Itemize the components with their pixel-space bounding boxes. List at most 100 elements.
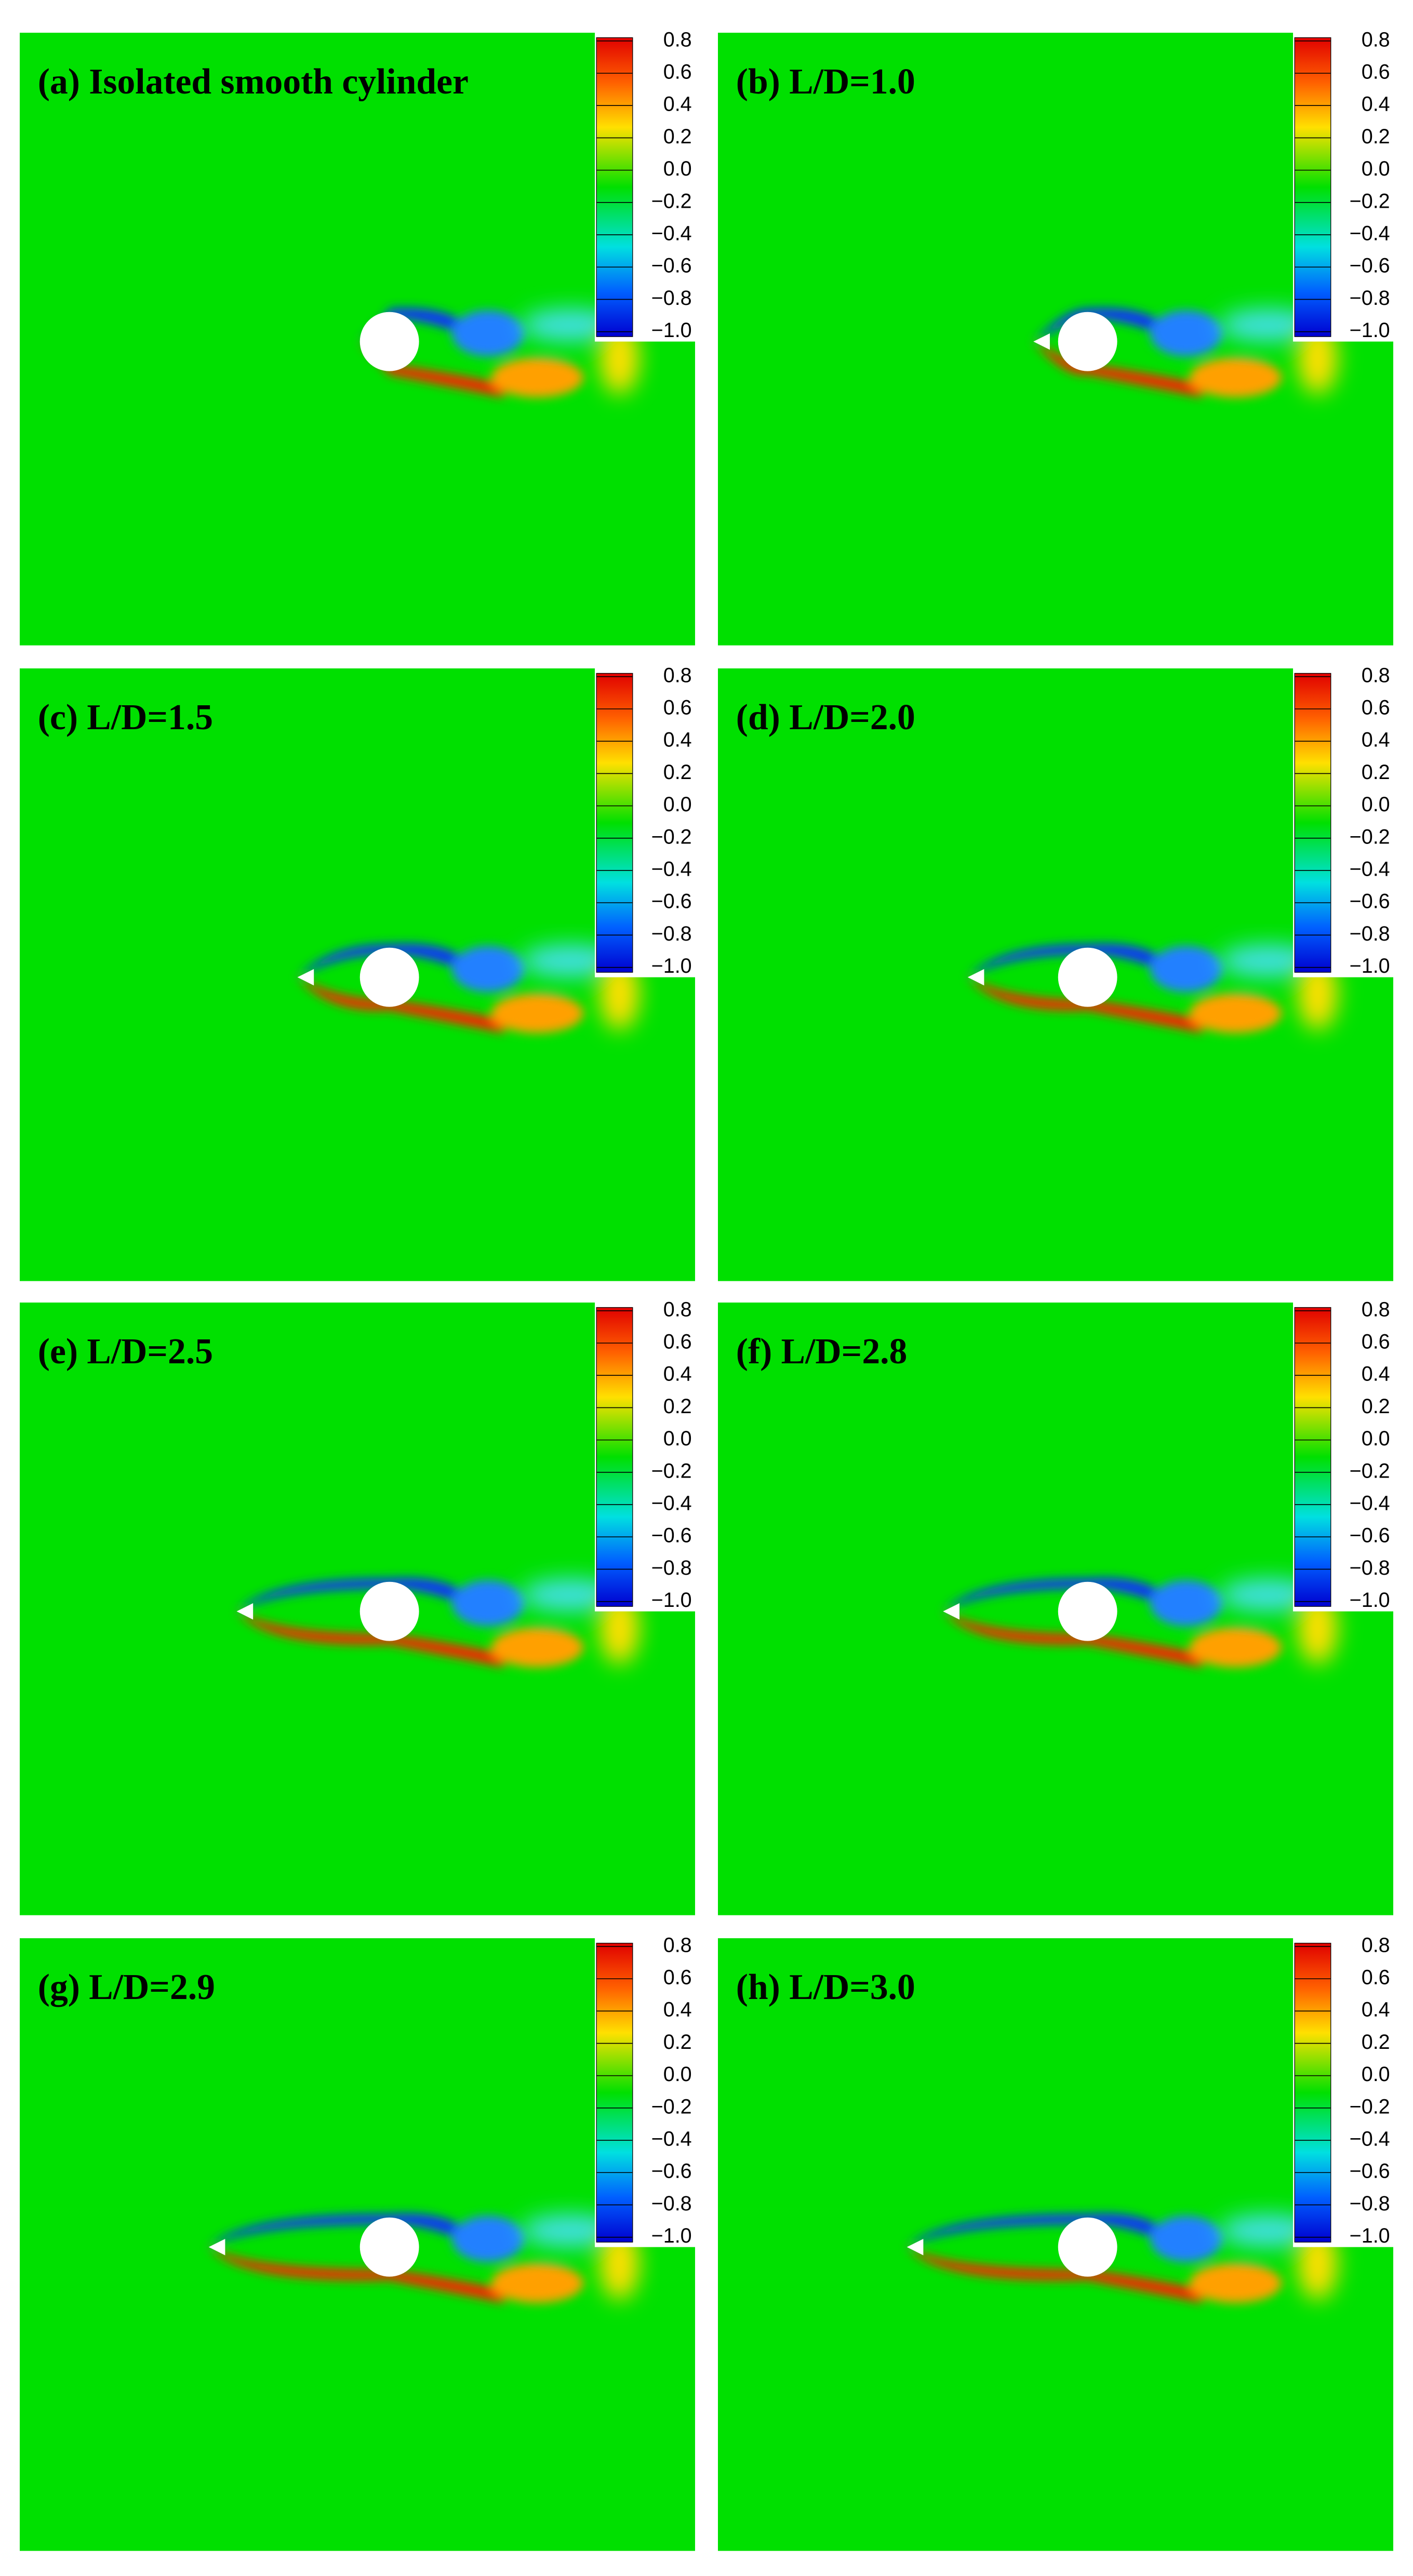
colorbar: 0.8 0.6 0.4 0.2 0.0 −0.2 −0.4 −0.6 −0.8 −1.0 (595, 1298, 695, 1612)
panel: (b) L/D=1.0 0.8 0.6 0.4 0.2 0.0 −0.2 −0.4 −0.6 −0… (718, 28, 1393, 646)
lower-vortex (491, 1628, 583, 1668)
colorbar-tick-label: 0.6 (663, 1330, 692, 1353)
cylinder (1058, 312, 1117, 371)
colorbar-tick-label: 0.8 (663, 1934, 692, 1956)
plate (943, 1603, 959, 1620)
colorbar-tick-label: 0.4 (1362, 1998, 1390, 2021)
colorbar-strip (1294, 673, 1331, 973)
lower-shear-layer (208, 2247, 505, 2303)
upper-vortex (1150, 310, 1223, 357)
colorbar-strip (596, 673, 633, 973)
upper-vortex (451, 1580, 525, 1627)
upper-vortex (451, 310, 525, 357)
colorbar-tick-label: 0.0 (663, 157, 692, 180)
upper-shear-layer (297, 944, 464, 977)
cylinder (1058, 2217, 1117, 2277)
panel-title: (g) L/D=2.9 (38, 1967, 215, 2007)
contour-field (718, 668, 1393, 1281)
lower-vortex (1189, 1628, 1282, 1668)
colorbar-tick-label: −0.6 (651, 1524, 692, 1547)
colorbar: 0.8 0.6 0.4 0.2 0.0 −0.2 −0.4 −0.6 −0.8 −1.0 (595, 664, 695, 977)
colorbar-tick-label: −0.4 (651, 1492, 692, 1514)
colorbar-tick-label: −1.0 (651, 319, 692, 342)
upper-shear-layer (1033, 308, 1162, 342)
upper-shear-layer (236, 1578, 464, 1612)
lower-shear-layer (297, 977, 505, 1034)
colorbar-tick-label: −0.2 (651, 190, 692, 212)
upper-vortex (451, 2216, 525, 2262)
colorbar-tick-label: 0.2 (1362, 125, 1390, 148)
colorbar-strip (1294, 1307, 1331, 1607)
lower-vortex (1189, 358, 1282, 398)
colorbar-tick-label: 0.4 (1362, 729, 1390, 752)
lower-vortex (1189, 2263, 1282, 2303)
colorbar-tick-label: −0.8 (1350, 2192, 1390, 2215)
colorbar-tick-label: −0.2 (651, 825, 692, 848)
colorbar-tick-label: −0.8 (1350, 922, 1390, 945)
plate (967, 969, 984, 986)
plate (297, 969, 314, 986)
colorbar-tick-label: 0.2 (1362, 1395, 1390, 1418)
lower-shear-layer (236, 1611, 505, 1668)
panel-title: (e) L/D=2.5 (38, 1332, 213, 1372)
colorbar-tick-label: 0.2 (663, 1395, 692, 1418)
colorbar-tick-label: 0.0 (663, 793, 692, 816)
colorbar-tick-label: 0.8 (663, 28, 692, 51)
colorbar-strip (596, 1942, 633, 2243)
colorbar-tick-label: −0.6 (1350, 254, 1390, 277)
lower-vortex (491, 358, 583, 398)
colorbar-tick-label: 0.6 (1362, 696, 1390, 719)
panel-title: (c) L/D=1.5 (38, 697, 213, 737)
contour-field (20, 1303, 695, 1915)
colorbar: 0.8 0.6 0.4 0.2 0.0 −0.2 −0.4 −0.6 −0.8 −1.0 (1293, 28, 1393, 342)
lower-vortex (491, 994, 583, 1034)
colorbar-tick-label: 0.0 (663, 1427, 692, 1450)
colorbar: 0.8 0.6 0.4 0.2 0.0 −0.2 −0.4 −0.6 −0.8 −1.0 (1293, 1934, 1393, 2247)
colorbar-tick-label: −0.8 (651, 1557, 692, 1579)
colorbar-tick-label: −0.6 (1350, 2160, 1390, 2183)
cylinder (359, 947, 419, 1007)
colorbar-tick-label: −0.4 (651, 222, 692, 245)
panel-title: (b) L/D=1.0 (736, 62, 915, 102)
lower-shear-layer (907, 2247, 1203, 2303)
lower-shear-layer (943, 1611, 1203, 1668)
colorbar-tick-label: −0.8 (1350, 1557, 1390, 1579)
colorbar-tick-label: 0.6 (663, 1966, 692, 1989)
colorbar-tick-label: 0.4 (663, 729, 692, 752)
panel: (c) L/D=1.5 0.8 0.6 0.4 0.2 0.0 −0.2 −0.4 −0.6 −0… (20, 664, 695, 1281)
colorbar-tick-label: −0.8 (651, 287, 692, 310)
cylinder (359, 2217, 419, 2277)
upper-vortex (1150, 1580, 1223, 1627)
panel: (f) L/D=2.8 0.8 0.6 0.4 0.2 0.0 −0.2 −0.4 −0.6 −0… (718, 1298, 1393, 1915)
colorbar-tick-label: 0.8 (663, 664, 692, 687)
colorbar-tick-label: −0.4 (651, 2127, 692, 2150)
colorbar-tick-label: 0.8 (1362, 1298, 1390, 1321)
colorbar-tick-label: 0.0 (1362, 793, 1390, 816)
colorbar-tick-label: 0.8 (1362, 664, 1390, 687)
colorbar-strip (1294, 1942, 1331, 2243)
colorbar-tick-label: 0.6 (1362, 1966, 1390, 1989)
colorbar-tick-label: 0.8 (663, 1298, 692, 1321)
colorbar-tick-label: −0.2 (1350, 190, 1390, 212)
panel-title: (a) Isolated smooth cylinder (38, 62, 469, 102)
upper-vortex (451, 946, 525, 992)
colorbar-tick-label: −0.2 (651, 2095, 692, 2118)
colorbar-tick-label: 0.8 (1362, 28, 1390, 51)
cylinder (1058, 1581, 1117, 1641)
panel: (d) L/D=2.0 0.8 0.6 0.4 0.2 0.0 −0.2 −0.4 −0.6 −0… (718, 664, 1393, 1281)
colorbar-tick-label: 0.2 (663, 2031, 692, 2054)
upper-shear-layer (967, 944, 1162, 977)
colorbar: 0.8 0.6 0.4 0.2 0.0 −0.2 −0.4 −0.6 −0.8 −1.0 (1293, 664, 1393, 977)
colorbar-tick-label: −1.0 (651, 955, 692, 977)
lower-shear-layer (359, 341, 505, 398)
panel: (h) L/D=3.0 0.8 0.6 0.4 0.2 0.0 −0.2 −0.4 −0.6 −0… (718, 1934, 1393, 2551)
colorbar-tick-label: 0.8 (1362, 1934, 1390, 1956)
colorbar-tick-label: −0.2 (1350, 825, 1390, 848)
colorbar-tick-label: −1.0 (1350, 1589, 1390, 1612)
cylinder (359, 1581, 419, 1641)
contour-field (718, 1938, 1393, 2551)
colorbar-tick-label: −1.0 (651, 2224, 692, 2247)
upper-vortex (1150, 946, 1223, 992)
panel-title: (d) L/D=2.0 (736, 697, 915, 737)
